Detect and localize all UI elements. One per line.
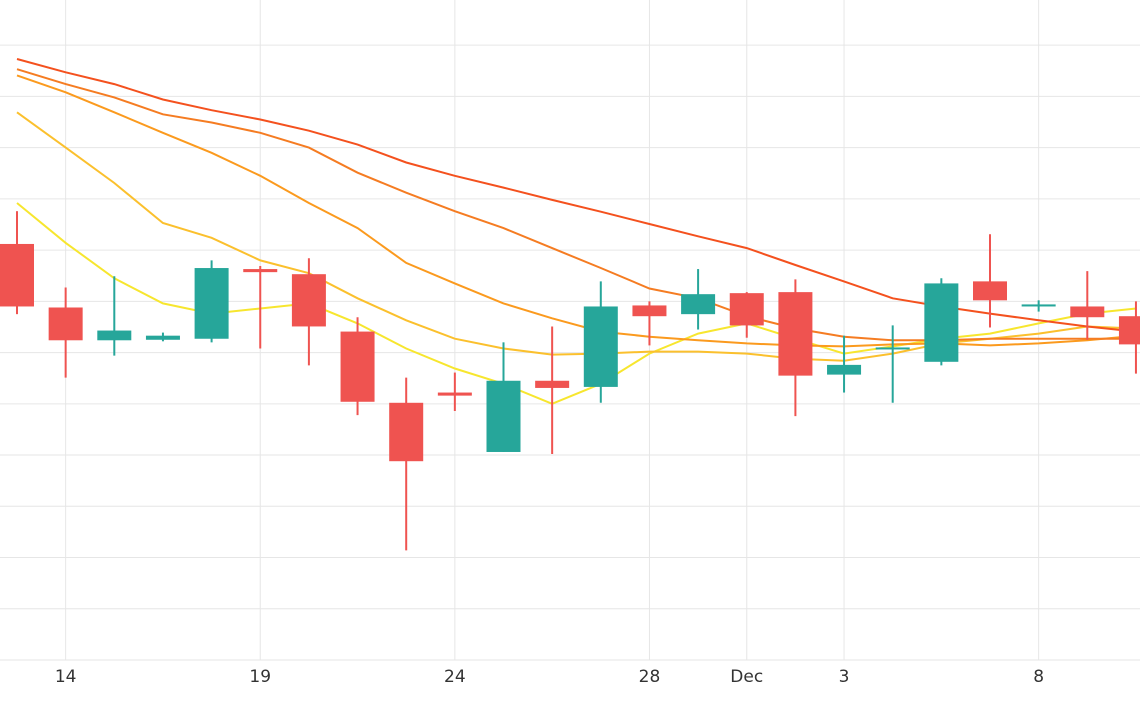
candle-body: [243, 269, 278, 273]
candle-body: [0, 243, 34, 307]
candle-body: [97, 330, 132, 341]
x-tick-label: 14: [55, 667, 77, 687]
moving-average-line: [16, 111, 1137, 362]
moving-average-line: [16, 58, 1137, 333]
candle-body: [535, 380, 570, 388]
x-tick-label: Dec: [730, 667, 763, 687]
candle-body: [1118, 316, 1140, 345]
candle-body: [389, 402, 424, 462]
candle-body: [145, 335, 180, 340]
candle-body: [340, 331, 375, 402]
moving-averages: [16, 58, 1137, 405]
candle-body: [291, 274, 326, 327]
candle-body: [924, 283, 959, 362]
candle-body: [827, 364, 862, 375]
candle-body: [1070, 306, 1105, 318]
x-tick-label: 8: [1033, 667, 1044, 687]
candle-body: [973, 281, 1007, 301]
candle-body: [729, 293, 764, 326]
candle-body: [1021, 304, 1056, 307]
candle-body: [681, 294, 716, 315]
candle-body: [875, 347, 910, 350]
candle-body: [437, 392, 472, 396]
candle-body: [632, 305, 667, 317]
candle-body: [486, 380, 521, 452]
candle-body: [778, 292, 813, 376]
moving-average-line: [16, 68, 1136, 342]
x-tick-label: 19: [249, 667, 271, 687]
candle-body: [583, 306, 618, 387]
x-axis: 14 19 24 28 Dec 3 8: [55, 667, 1044, 687]
x-tick-label: 28: [639, 667, 661, 687]
x-tick-label: 24: [444, 667, 466, 687]
moving-average-line: [16, 202, 1137, 405]
x-tick-label: 3: [839, 667, 850, 687]
candle-body: [194, 268, 229, 339]
candle-body: [48, 307, 83, 341]
moving-average-line: [16, 74, 1137, 348]
grid: [0, 0, 1140, 661]
candles: [0, 211, 1140, 551]
